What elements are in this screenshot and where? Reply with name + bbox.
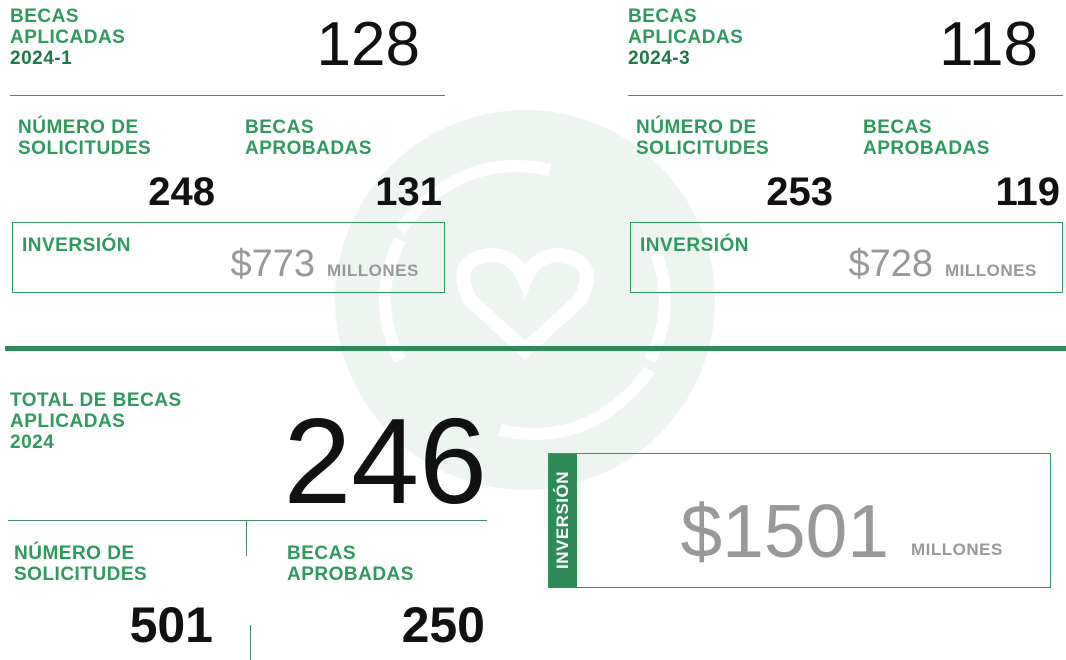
semester-panel: BECAS APLICADAS 2024-1 128 NÚMERO DE SOLICITU…: [0, 0, 460, 300]
divider: [8, 520, 487, 521]
approved-value: 119: [995, 170, 1060, 214]
investment-box: INVERSIÓN $773 MILLONES: [12, 222, 445, 293]
semester-panel: BECAS APLICADAS 2024-3 118 NÚMERO DE SOLICITU…: [618, 0, 1066, 300]
label-line: BECAS: [10, 6, 80, 27]
label-line: APLICADAS: [628, 27, 744, 48]
label-line: BECAS: [628, 6, 698, 27]
investment-label: INVERSIÓN: [553, 470, 572, 570]
investment-strip: INVERSIÓN: [549, 454, 577, 587]
divider: [250, 625, 251, 660]
investment-box: INVERSIÓN $728 MILLONES: [630, 222, 1063, 293]
summary-total: 246: [283, 393, 487, 529]
divider: [10, 95, 445, 96]
label-line: NÚMERO DE: [636, 117, 757, 138]
label-line: APROBADAS: [245, 138, 372, 159]
investment-label: INVERSIÓN: [22, 235, 132, 256]
investment-value: $1501: [680, 489, 889, 573]
approved-label: BECAS APROBADAS: [287, 543, 414, 585]
requests-label: NÚMERO DE SOLICITUDES: [14, 543, 147, 585]
label-line: TOTAL DE BECAS: [10, 390, 182, 411]
label-line: SOLICITUDES: [14, 564, 148, 585]
investment-unit: MILLONES: [327, 261, 419, 280]
divider: [628, 95, 1063, 96]
investment-value: $773: [230, 243, 315, 285]
label-line: NÚMERO DE: [18, 117, 139, 138]
label-line: BECAS: [245, 117, 315, 138]
approved-label: BECAS APROBADAS: [245, 117, 372, 159]
divider: [246, 520, 247, 556]
label-line: SOLICITUDES: [636, 138, 770, 159]
label-line: 2024: [10, 432, 55, 453]
semester-total: 128: [316, 10, 420, 79]
requests-value: 501: [129, 597, 213, 653]
label-line: BECAS: [863, 117, 933, 138]
semester-total: 118: [939, 10, 1038, 79]
investment-value: $728: [848, 243, 933, 285]
approved-label: BECAS APROBADAS: [863, 117, 990, 159]
investment-label: INVERSIÓN: [640, 235, 750, 256]
requests-value: 253: [766, 170, 833, 214]
label-line: 2024-1: [10, 48, 73, 69]
approved-value: 250: [401, 597, 485, 653]
investment-box: INVERSIÓN $1501 MILLONES: [548, 453, 1051, 588]
label-line: APROBADAS: [287, 564, 414, 585]
label-line: BECAS: [287, 543, 357, 564]
investment-unit: MILLONES: [945, 261, 1037, 280]
label-line: NÚMERO DE: [14, 543, 135, 564]
label-line: 2024-3: [628, 48, 691, 69]
approved-value: 131: [375, 170, 442, 214]
label-line: APROBADAS: [863, 138, 990, 159]
label-line: SOLICITUDES: [18, 138, 152, 159]
requests-label: NÚMERO DE SOLICITUDES: [18, 117, 151, 159]
summary-label: TOTAL DE BECAS APLICADAS 2024: [10, 390, 182, 453]
label-line: APLICADAS: [10, 411, 126, 432]
investment-unit: MILLONES: [911, 540, 1003, 559]
label-line: APLICADAS: [10, 27, 126, 48]
semester-label: BECAS APLICADAS 2024-3: [628, 6, 743, 69]
requests-value: 248: [148, 170, 215, 214]
requests-label: NÚMERO DE SOLICITUDES: [636, 117, 769, 159]
semester-label: BECAS APLICADAS 2024-1: [10, 6, 125, 69]
